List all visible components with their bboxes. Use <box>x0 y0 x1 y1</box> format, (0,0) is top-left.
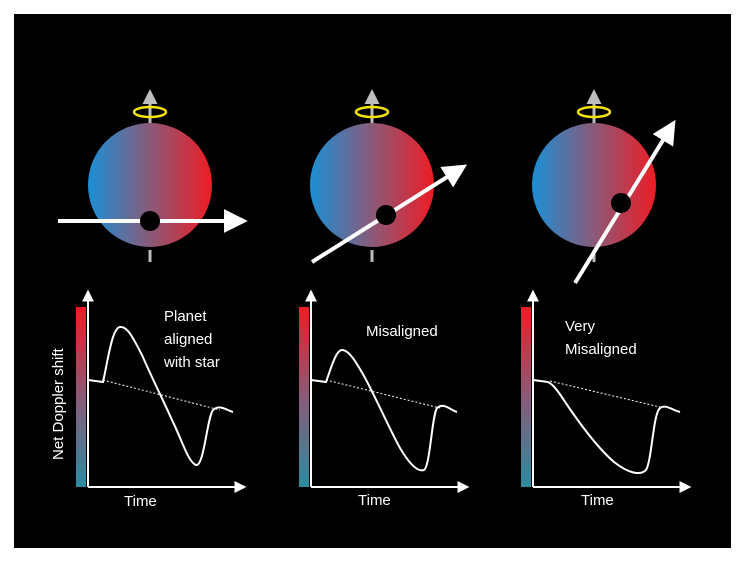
doppler-curve <box>532 379 681 475</box>
doppler-color-bar <box>76 307 86 487</box>
plot-misaligned: Misaligned Time <box>299 289 470 509</box>
panel-aligned: Planet aligned with star Time Net Dopple… <box>50 89 248 510</box>
baseline-trend <box>549 380 661 408</box>
baseline-trend <box>325 379 441 409</box>
planet-dot <box>611 193 631 213</box>
star-very-misaligned <box>532 89 676 285</box>
annotation-line-3: with star <box>163 354 220 371</box>
planet-dot <box>376 205 396 225</box>
panel-very-misaligned: Very Misaligned Time <box>521 89 692 509</box>
doppler-curve <box>310 348 458 472</box>
annotation-line-2: aligned <box>164 331 212 348</box>
star-misaligned <box>310 89 468 264</box>
star-aligned <box>58 89 248 262</box>
doppler-curve <box>87 326 234 467</box>
plot-aligned: Planet aligned with star Time Net Dopple… <box>50 289 247 510</box>
doppler-color-bar <box>521 307 531 487</box>
panel-misaligned: Misaligned Time <box>299 89 470 509</box>
baseline-trend <box>102 379 221 411</box>
planet-dot <box>140 211 160 231</box>
annotation-line-1: Planet <box>164 308 207 325</box>
spin-ring-icon <box>354 105 390 119</box>
spin-ring-icon <box>576 105 612 119</box>
y-axis-label: Net Doppler shift <box>50 347 67 460</box>
annotation-line-1: Misaligned <box>366 323 438 340</box>
spin-ring-icon <box>132 105 168 119</box>
x-axis-label: Time <box>124 493 157 510</box>
x-axis-label: Time <box>581 492 614 509</box>
annotation-line-2: Misaligned <box>565 341 637 358</box>
x-axis-label: Time <box>358 492 391 509</box>
plot-very-misaligned: Very Misaligned Time <box>521 289 692 509</box>
annotation-line-1: Very <box>565 318 596 335</box>
doppler-color-bar <box>299 307 309 487</box>
